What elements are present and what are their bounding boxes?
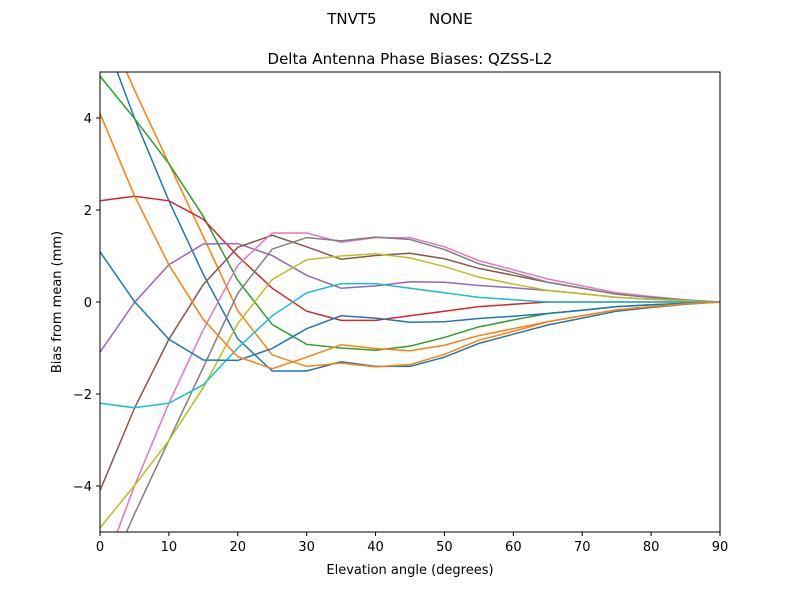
series-line-az270 [100,282,720,409]
x-tick-label: 40 [367,540,384,555]
x-tick-label: 0 [96,540,104,555]
y-axis-label: Bias from mean (mm) [50,231,65,373]
series-lines [100,72,720,532]
chart-title: Delta Antenna Phase Biases: QZSS-L2 [268,50,553,68]
y-tick-label: −2 [73,388,92,403]
series-line-az180 [116,232,720,532]
x-tick-label: 80 [643,540,660,555]
y-tick-label: −4 [73,480,92,495]
x-axis-ticks: 0 10 20 30 40 50 60 70 80 90 [96,532,728,555]
y-tick-label: 0 [84,296,92,311]
series-line-az150 [100,234,720,491]
chart-suptitle: TNVT5 NONE [326,10,473,28]
series-line-az0 [116,72,720,372]
y-tick-label: 4 [84,112,92,127]
x-tick-label: 20 [230,540,247,555]
x-tick-label: 10 [161,540,178,555]
series-line-az330 [100,113,720,370]
x-tick-label: 60 [505,540,522,555]
x-tick-label: 30 [298,540,315,555]
series-line-az210 [125,236,720,532]
y-tick-label: 2 [84,204,92,219]
y-axis-ticks: −4 −2 0 2 4 [73,112,100,495]
series-line-az240 [100,252,720,529]
x-tick-label: 70 [574,540,591,555]
x-axis-label: Elevation angle (degrees) [326,563,493,578]
x-tick-label: 50 [436,540,453,555]
x-tick-label: 90 [712,540,729,555]
series-line-az300 [100,251,720,362]
